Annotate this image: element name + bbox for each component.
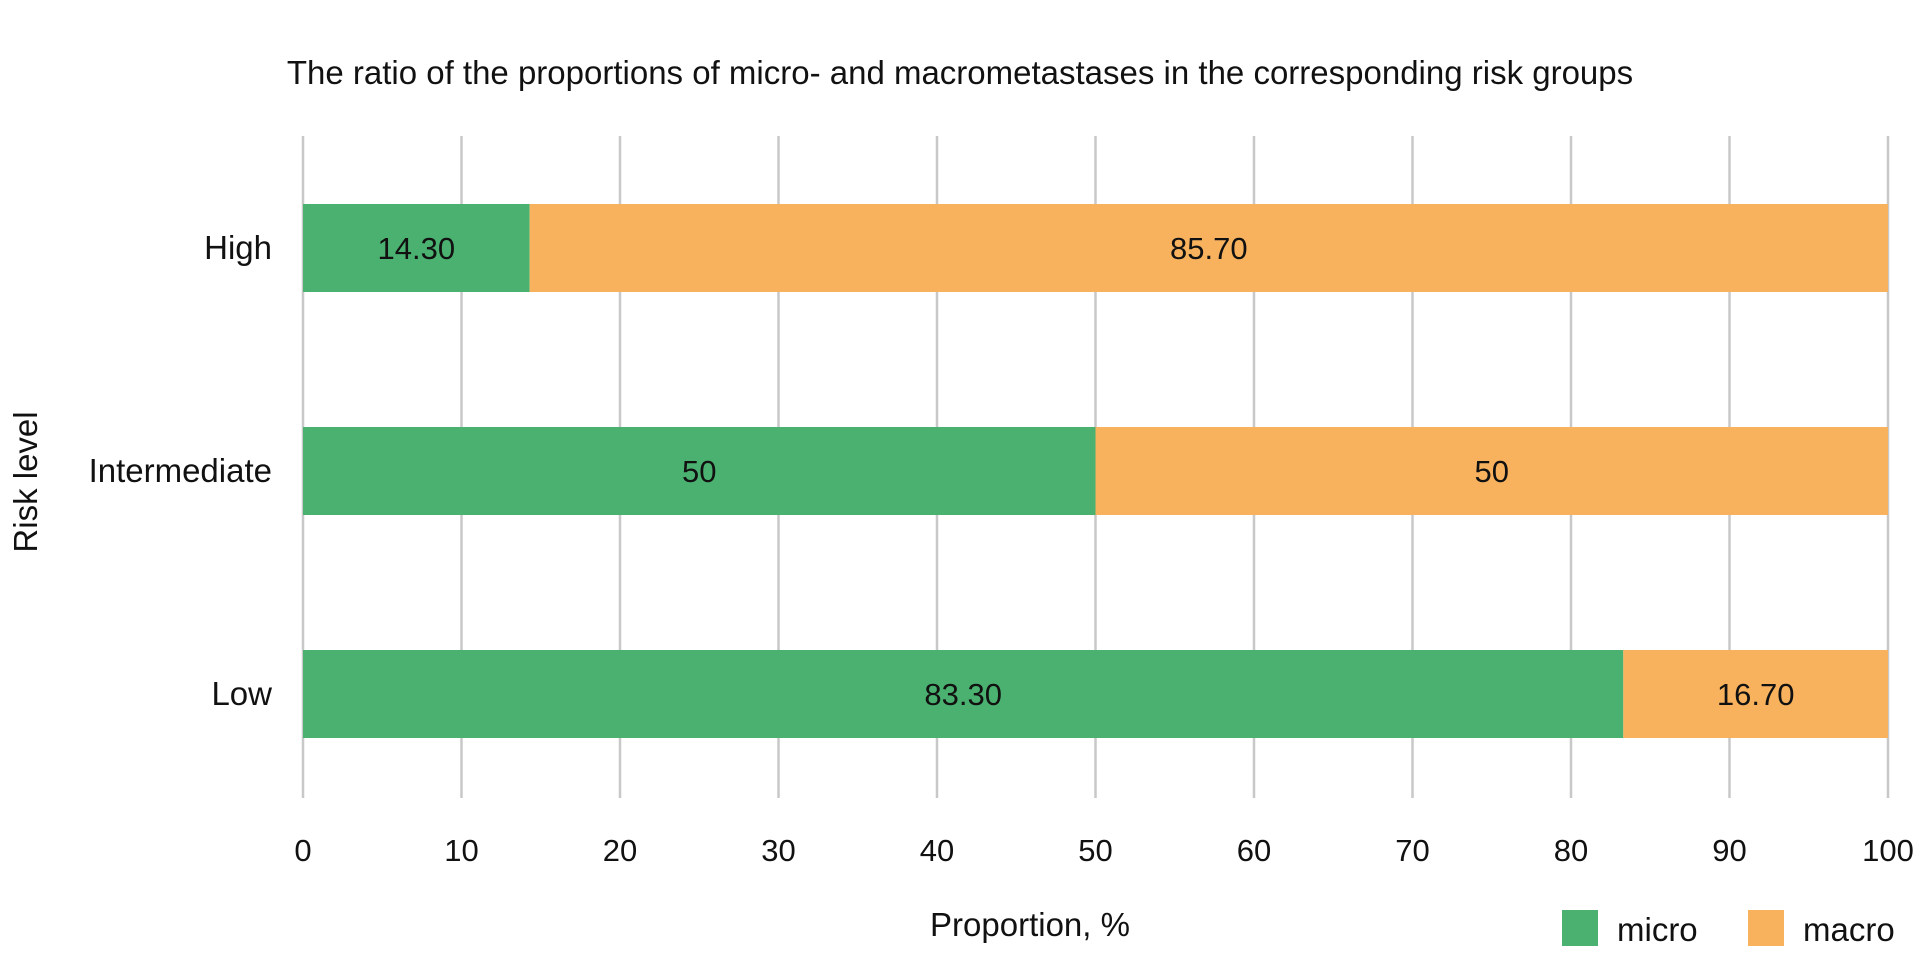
bar-macro-low: [1623, 650, 1888, 738]
data-label: 85.70: [1170, 231, 1248, 266]
x-tick-label: 50: [1078, 833, 1112, 868]
bar-macro-intermediate: [1095, 427, 1888, 515]
legend-label-micro: micro: [1617, 911, 1698, 948]
x-tick-label: 0: [294, 833, 311, 868]
x-tick-label: 30: [761, 833, 795, 868]
x-axis-label: Proportion, %: [930, 906, 1130, 943]
data-label: 50: [1475, 454, 1509, 489]
data-label: 83.30: [924, 677, 1002, 712]
chart-title: The ratio of the proportions of micro- a…: [287, 54, 1633, 91]
x-tick-label: 70: [1395, 833, 1429, 868]
legend-label-macro: macro: [1803, 911, 1895, 948]
y-tick-label: Low: [211, 675, 272, 712]
x-tick-label: 90: [1712, 833, 1746, 868]
data-label: 50: [682, 454, 716, 489]
legend-swatch-macro: [1748, 910, 1784, 946]
bar-micro-low: [303, 650, 1624, 738]
y-axis-label: Risk level: [7, 411, 44, 552]
data-label: 16.70: [1717, 677, 1795, 712]
bar-micro-intermediate: [303, 427, 1096, 515]
x-tick-label: 20: [603, 833, 637, 868]
y-tick-label: High: [204, 229, 272, 266]
x-tick-label: 60: [1237, 833, 1271, 868]
x-tick-label: 10: [444, 833, 478, 868]
x-tick-label: 80: [1554, 833, 1588, 868]
data-label: 14.30: [378, 231, 456, 266]
bar-macro-high: [529, 204, 1888, 292]
y-tick-label: Intermediate: [89, 452, 272, 489]
x-tick-label: 100: [1862, 833, 1914, 868]
x-tick-label: 40: [920, 833, 954, 868]
bar-micro-high: [303, 204, 530, 292]
legend-swatch-micro: [1562, 910, 1598, 946]
